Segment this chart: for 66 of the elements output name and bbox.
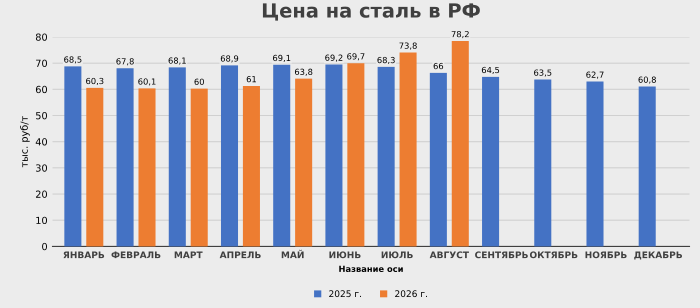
data-label: 62,7: [586, 72, 604, 79]
x-tick-label: ДЕКАБРЬ: [634, 252, 682, 260]
bar: [347, 63, 364, 246]
data-label: 68,1: [168, 57, 186, 65]
legend-label: 2026 г.: [395, 290, 427, 298]
x-tick-label: НОЯБРЬ: [586, 251, 627, 258]
data-label: 61: [246, 76, 256, 82]
x-tick-label: ИЮЛЬ: [382, 251, 413, 258]
bar: [482, 76, 500, 246]
data-label: 67,8: [116, 58, 134, 66]
y-tick-label: 30: [36, 164, 47, 172]
bar: [190, 88, 208, 246]
bar: [242, 86, 260, 246]
bar: [220, 65, 238, 246]
bar: [295, 78, 312, 246]
y-axis-title: тыс. руб/т: [20, 116, 30, 168]
bar: [638, 86, 656, 246]
data-label: 60,1: [138, 78, 156, 86]
y-tick-label: 10: [36, 216, 47, 224]
y-tick-label: 80: [36, 33, 47, 41]
data-label: 66: [434, 62, 444, 70]
x-tick-label: ОКТЯБРЬ: [530, 251, 578, 258]
bar: [64, 66, 82, 246]
bar: [534, 79, 552, 246]
y-tick-label: 40: [36, 138, 47, 146]
bar: [325, 64, 342, 246]
data-label: 63,8: [294, 68, 312, 76]
bar: [273, 64, 290, 246]
data-label: 69,2: [325, 54, 342, 62]
data-label: 68,9: [220, 55, 238, 62]
bar: [452, 40, 469, 246]
x-tick-label: ИЮНЬ: [329, 251, 361, 258]
chart-title: Цена на сталь в РФ: [262, 3, 480, 21]
bar: [586, 82, 604, 246]
data-label: 60: [194, 78, 204, 85]
data-label: 64,5: [482, 66, 500, 74]
bar: [430, 72, 447, 246]
x-axis-title: Название оси: [339, 266, 403, 272]
bar: [86, 88, 104, 246]
data-label: 69,7: [347, 53, 364, 60]
bar: [400, 52, 417, 246]
x-tick-label: МАРТ: [174, 252, 203, 258]
data-label: 60,8: [638, 76, 656, 84]
data-label: 68,3: [377, 56, 395, 64]
bar: [168, 67, 186, 246]
x-tick-label: СЕНТЯБРЬ: [475, 251, 528, 258]
bar: [378, 66, 395, 246]
y-tick-label: 60: [36, 86, 47, 94]
data-label: 60,3: [86, 78, 104, 85]
x-tick-label: ЯНВАРЬ: [63, 252, 104, 258]
data-label: 73,8: [399, 42, 417, 50]
data-label: 69,1: [273, 54, 290, 62]
legend-label: 2025 г.: [329, 290, 361, 298]
y-tick-label: 50: [36, 112, 47, 120]
x-tick-label: ФЕВРАЛЬ: [112, 252, 160, 258]
x-tick-label: АПРЕЛЬ: [220, 252, 261, 258]
data-label: 63,5: [534, 69, 552, 77]
y-tick-label: 20: [36, 190, 47, 198]
data-label: 78,2: [452, 30, 469, 38]
x-tick-label: АВГУСТ: [430, 251, 469, 258]
y-tick-label: 70: [36, 60, 47, 67]
x-tick-label: МАЙ: [282, 250, 304, 258]
data-label: 68,5: [64, 56, 82, 64]
bar: [138, 88, 156, 246]
y-tick-label: 0: [42, 242, 47, 250]
bar: [116, 68, 134, 246]
